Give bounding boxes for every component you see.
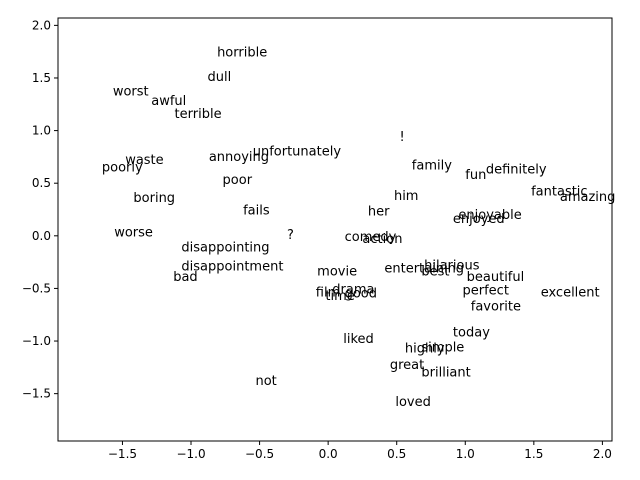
- word-label-movie: movie: [317, 265, 357, 280]
- word-label-awful: awful: [151, 94, 186, 109]
- x-tick-label: −0.5: [245, 447, 274, 461]
- plot-frame: [57, 17, 613, 442]
- word-label-boring: boring: [133, 191, 175, 206]
- word-label-her: her: [368, 205, 390, 220]
- word-label-hilarious: hilarious: [424, 258, 480, 273]
- word-label-waste: waste: [125, 153, 163, 168]
- word-label-action: action: [362, 232, 402, 247]
- word-label-him: him: [394, 189, 419, 204]
- word-label-comedy: comedy: [345, 230, 397, 245]
- word-label-poorly: poorly: [102, 160, 143, 175]
- y-tick-label: 0.0: [32, 229, 51, 243]
- y-tick-label: −1.0: [22, 334, 51, 348]
- word-label-worst: worst: [113, 85, 149, 100]
- word-label-drama: drama: [332, 282, 374, 297]
- word-label-amazing: amazing: [560, 190, 616, 205]
- word-label-liked: liked: [343, 332, 374, 347]
- word-label-loved: loved: [395, 395, 431, 410]
- word-label-beautiful: beautiful: [467, 270, 525, 285]
- y-tick-label: −1.5: [22, 387, 51, 401]
- word-label-poor: poor: [223, 173, 253, 188]
- x-tick-label: −1.5: [108, 447, 137, 461]
- x-tick-label: 0.0: [319, 447, 338, 461]
- word-label-good: good: [345, 287, 377, 302]
- y-tick-label: 1.0: [32, 124, 51, 138]
- word-label-great: great: [390, 358, 424, 373]
- word-label-: !: [399, 130, 404, 145]
- word-label-time: time: [325, 289, 354, 304]
- word-label-disappointing: disappointing: [181, 240, 269, 255]
- word-label-perfect: perfect: [463, 284, 509, 299]
- y-tick-label: 0.5: [32, 176, 51, 190]
- y-tick-label: 2.0: [32, 18, 51, 32]
- word-label-entertaining: entertaining: [384, 261, 464, 276]
- word-label-enjoyed: enjoyed: [453, 212, 505, 227]
- word-label-fantastic: fantastic: [531, 185, 587, 200]
- word-label-worse: worse: [114, 226, 153, 241]
- y-tick-label: −0.5: [22, 281, 51, 295]
- word-label-simple: simple: [421, 340, 464, 355]
- word-label-highly: highly: [405, 341, 445, 356]
- word-label-terrible: terrible: [175, 107, 222, 122]
- word-label-enjoyable: enjoyable: [458, 208, 521, 223]
- word-label-bad: bad: [173, 270, 197, 285]
- x-tick-label: 1.5: [524, 447, 543, 461]
- word-label-family: family: [412, 158, 452, 173]
- x-tick-label: 0.5: [387, 447, 406, 461]
- x-tick-label: 2.0: [593, 447, 612, 461]
- word-label-film: film: [316, 286, 340, 301]
- word-label-definitely: definitely: [486, 163, 547, 178]
- word-label-: ?: [287, 228, 294, 243]
- word-label-unfortunately: unfortunately: [253, 145, 342, 160]
- word-label-brilliant: brilliant: [421, 366, 470, 381]
- word-label-best: best: [421, 265, 449, 280]
- x-tick-label: −1.0: [176, 447, 205, 461]
- word-label-favorite: favorite: [471, 299, 521, 314]
- x-axis-ticks: −1.5 −1.0 −0.5 0.0 0.5 1.0 1.5 2.0: [108, 441, 612, 461]
- word-label-today: today: [453, 326, 490, 341]
- word-label-fails: fails: [243, 204, 270, 219]
- word-label-annoying: annoying: [209, 150, 269, 165]
- word-label-excellent: excellent: [541, 286, 600, 301]
- word-label-not: not: [255, 374, 276, 389]
- word-label-dull: dull: [207, 70, 231, 85]
- x-tick-label: 1.0: [456, 447, 475, 461]
- word-label-fun: fun: [465, 168, 486, 183]
- y-axis-ticks: 2.0 1.5 1.0 0.5 0.0 −0.5 −1.0 −1.5: [22, 18, 58, 401]
- y-tick-label: 1.5: [32, 71, 51, 85]
- word-label-horrible: horrible: [217, 46, 267, 61]
- word-label-disappointment: disappointment: [181, 259, 283, 274]
